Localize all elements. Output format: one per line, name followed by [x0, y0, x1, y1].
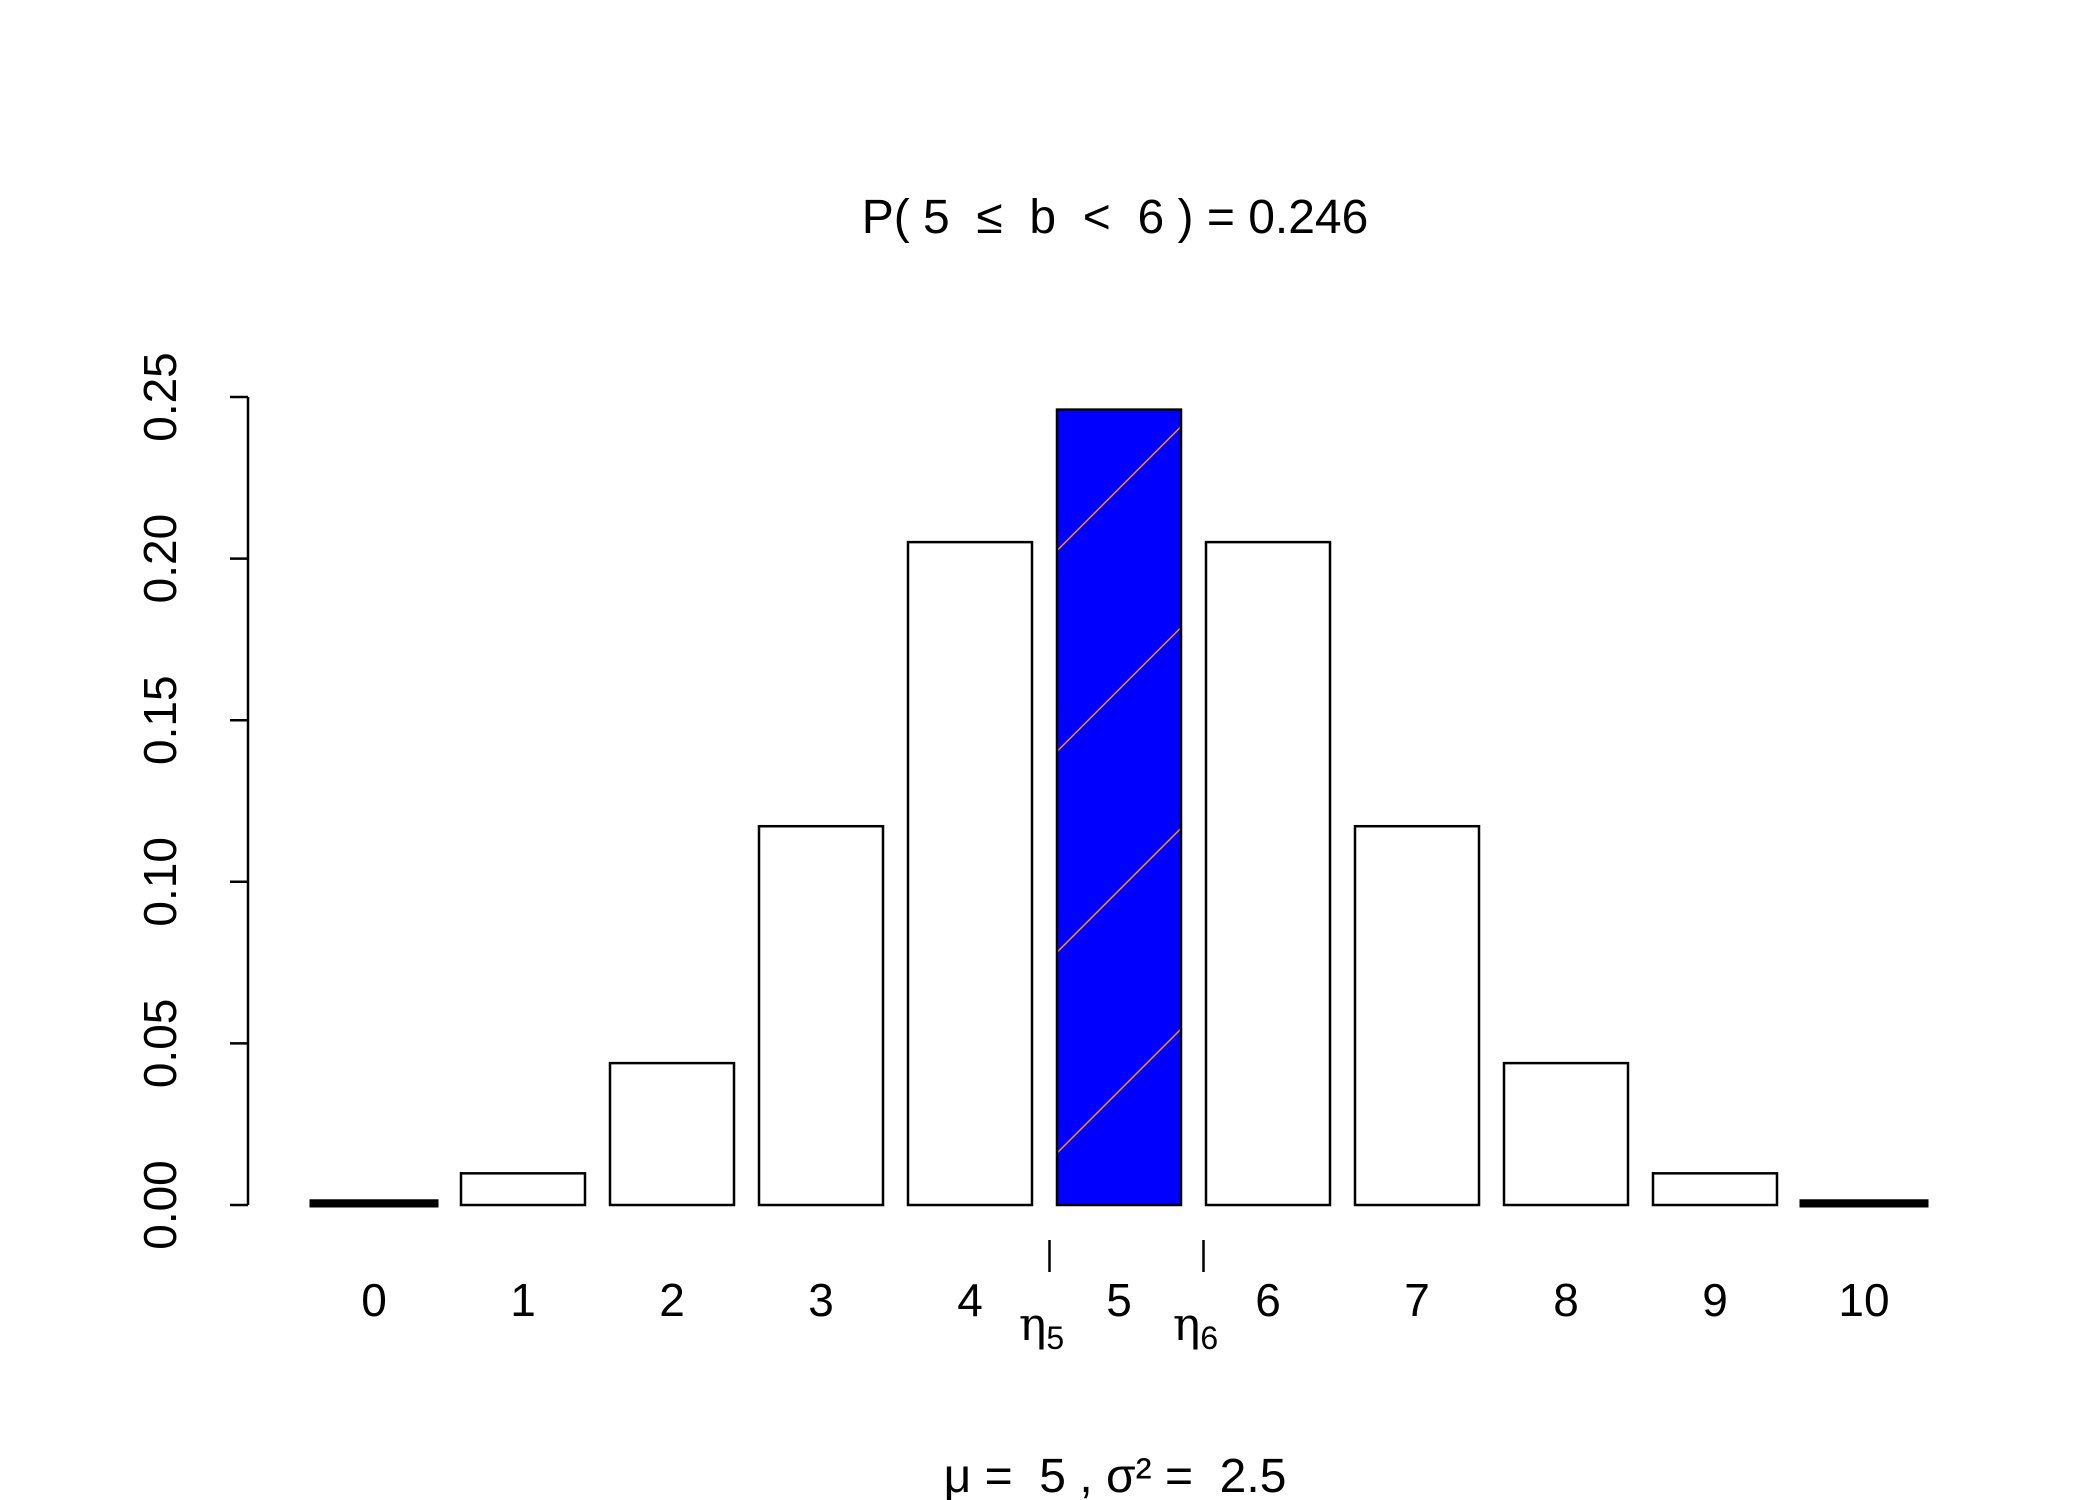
bar-7 [1353, 824, 1481, 1207]
y-tick-label: 0.05 [134, 999, 186, 1089]
y-tick-label: 0.10 [134, 837, 186, 927]
x-tick-label: 0 [361, 1274, 387, 1326]
x-tick-label: 7 [1404, 1274, 1430, 1326]
bar-8 [1502, 1061, 1630, 1207]
bar-4 [906, 540, 1034, 1207]
x-tick-labels: 0 1 2 3 4 5 6 7 8 9 10 [361, 1274, 1889, 1326]
bar-9 [1651, 1172, 1779, 1207]
y-tick-label: 0.25 [134, 352, 186, 442]
eta-marker-label: η5 [1019, 1297, 1064, 1356]
y-tick-label: 0.15 [134, 675, 186, 765]
x-tick-label: 1 [510, 1274, 536, 1326]
chart-subtitle: μ = 5 , σ² = 2.5 [944, 1450, 1287, 1500]
bar-2 [608, 1061, 736, 1207]
x-tick-label: 10 [1838, 1274, 1889, 1326]
x-tick-label: 2 [659, 1274, 685, 1326]
bar-highlighted-5 [1055, 408, 1183, 1207]
x-tick-label: 6 [1255, 1274, 1281, 1326]
x-tick-label: 5 [1106, 1274, 1132, 1326]
eta-marker-label: η6 [1173, 1297, 1218, 1356]
bars [309, 408, 1929, 1208]
bar-1 [459, 1172, 587, 1207]
x-tick-label: 3 [808, 1274, 834, 1326]
bar-0 [309, 1199, 439, 1208]
bar-6 [1204, 540, 1332, 1207]
x-tick-label: 8 [1553, 1274, 1579, 1326]
y-tick-label: 0.20 [134, 514, 186, 604]
chart-title: P( 5 ≤ b < 6 ) = 0.246 [862, 191, 1369, 244]
bar-10 [1799, 1199, 1929, 1208]
y-axis: 0.00 0.05 0.10 0.15 0.20 0.25 [134, 352, 250, 1250]
y-tick-label: 0.00 [134, 1160, 186, 1250]
x-tick-label: 4 [957, 1274, 983, 1326]
x-tick-label: 9 [1702, 1274, 1728, 1326]
bar-3 [757, 824, 885, 1207]
